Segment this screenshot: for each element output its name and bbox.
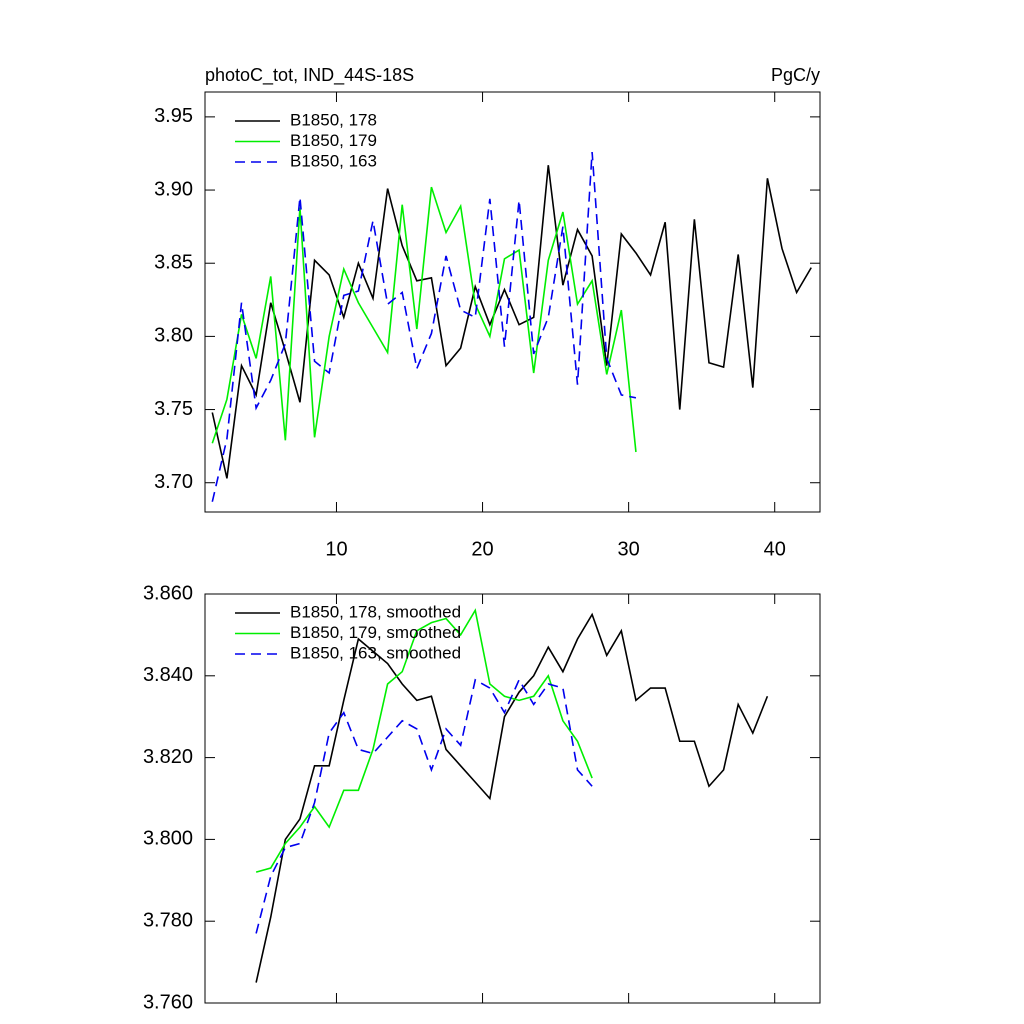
x-tick-label: 10 <box>325 538 347 560</box>
y-tick-label: 3.85 <box>154 252 193 274</box>
legend-label: B1850, 163 <box>290 151 377 170</box>
y-tick-label: 3.90 <box>154 178 193 200</box>
legend-label: B1850, 179 <box>290 131 377 150</box>
y-tick-label: 3.75 <box>154 398 193 420</box>
chart-title: photoC_tot, IND_44S-18S <box>205 65 414 86</box>
y-tick-label: 3.95 <box>154 105 193 127</box>
units-label: PgC/y <box>771 65 820 85</box>
legend-label: B1850, 179, smoothed <box>290 623 461 642</box>
x-tick-label: 40 <box>764 538 786 560</box>
y-tick-label: 3.800 <box>143 828 193 850</box>
series-line <box>255 612 769 983</box>
legend-label: B1850, 178 <box>290 110 377 129</box>
series-line <box>211 151 637 502</box>
y-tick-label: 3.820 <box>143 746 193 768</box>
series-line <box>211 186 637 453</box>
series-line <box>255 678 593 934</box>
y-tick-label: 3.80 <box>154 325 193 347</box>
series-line <box>211 165 812 479</box>
x-tick-label: 30 <box>618 538 640 560</box>
y-tick-label: 3.70 <box>154 471 193 493</box>
legend-label: B1850, 163, smoothed <box>290 643 461 662</box>
y-tick-label: 3.840 <box>143 664 193 686</box>
x-tick-label: 20 <box>471 538 493 560</box>
plot-frame <box>204 593 821 1004</box>
y-tick-label: 3.760 <box>143 991 193 1013</box>
y-tick-label: 3.780 <box>143 909 193 931</box>
legend-label: B1850, 178, smoothed <box>290 602 461 621</box>
y-tick-label: 3.860 <box>143 582 193 604</box>
plot-frame <box>204 91 821 513</box>
series-line <box>255 608 593 873</box>
